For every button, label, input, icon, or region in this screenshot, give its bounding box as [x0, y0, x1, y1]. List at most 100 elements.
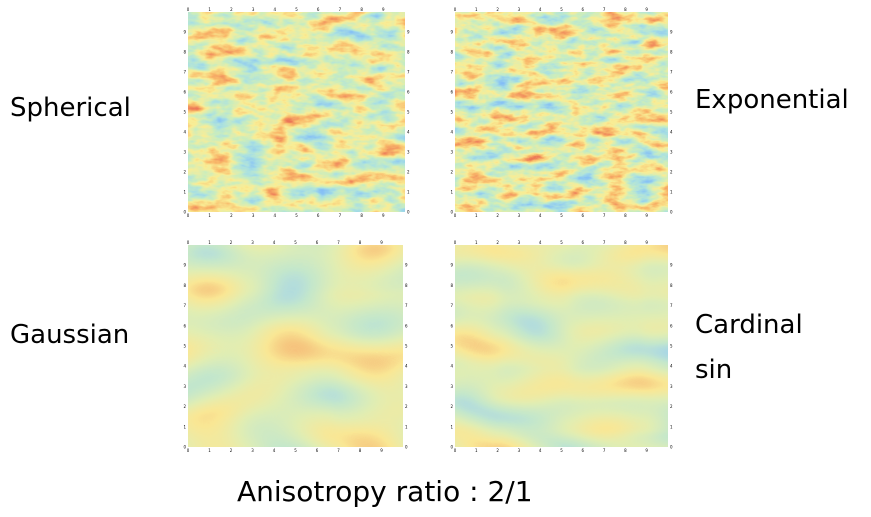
- label: Exponential: [695, 85, 849, 115]
- y-tick-label: 1: [670, 424, 673, 429]
- y-tick-label: 2: [670, 170, 673, 175]
- x-tick-label: 3: [251, 240, 254, 245]
- y-tick-label: 9: [670, 263, 673, 268]
- x-tick-label: 1: [475, 448, 478, 453]
- y-tick-label: 8: [407, 50, 410, 55]
- x-tick-label: 8: [359, 240, 362, 245]
- heatmap: [187, 11, 406, 213]
- label: Cardinal: [695, 310, 803, 340]
- y-tick-label: 5: [183, 344, 186, 349]
- y-tick-label: 1: [405, 424, 408, 429]
- x-tick-label: 9: [645, 240, 648, 245]
- y-tick-label: 2: [405, 404, 408, 409]
- y-tick-label: 1: [450, 190, 453, 195]
- x-tick-label: 9: [380, 448, 383, 453]
- y-tick-label: 6: [670, 323, 673, 328]
- maps: 0 0 0 0 1 1 1 1 2 2 2 2 3 3 3 3 4 4 4 4 5 5 5 5 6 6 6 6 7 7 7 7 8 8 8 8 9 9 9 9…: [183, 7, 673, 453]
- y-tick-label: 2: [407, 170, 410, 175]
- x-tick-label: 1: [475, 213, 478, 218]
- y-tick-label: 6: [407, 90, 410, 95]
- x-tick-label: 8: [360, 7, 363, 12]
- y-tick-label: 3: [405, 384, 408, 389]
- y-tick-label: 5: [407, 110, 410, 115]
- y-tick-label: 5: [670, 110, 673, 115]
- x-tick-label: 3: [518, 7, 521, 12]
- y-tick-label: 7: [183, 70, 186, 75]
- x-tick-label: 2: [496, 7, 499, 12]
- y-tick-label: 4: [670, 130, 673, 135]
- x-tick-label: 5: [295, 213, 298, 218]
- x-tick-label: 3: [518, 240, 521, 245]
- label: sin: [695, 355, 733, 385]
- x-tick-label: 4: [539, 448, 542, 453]
- y-tick-label: 3: [670, 384, 673, 389]
- x-tick-label: 2: [496, 240, 499, 245]
- x-tick-label: 6: [582, 7, 585, 12]
- x-tick-label: 3: [252, 213, 255, 218]
- y-tick-label: 3: [183, 150, 186, 155]
- x-tick-label: 7: [339, 7, 342, 12]
- label: Spherical: [10, 93, 131, 123]
- y-tick-label: 5: [450, 344, 453, 349]
- y-tick-label: 7: [450, 70, 453, 75]
- x-tick-label: 5: [560, 213, 563, 218]
- x-tick-label: 3: [518, 448, 521, 453]
- y-tick-label: 2: [183, 404, 186, 409]
- label: Gaussian: [10, 320, 130, 350]
- y-tick-label: 9: [450, 263, 453, 268]
- x-tick-label: 4: [274, 7, 277, 12]
- x-tick-label: 6: [317, 213, 320, 218]
- x-tick-label: 3: [251, 448, 254, 453]
- y-tick-label: 0: [450, 445, 453, 450]
- x-tick-label: 0: [454, 213, 457, 218]
- y-tick-label: 0: [405, 445, 408, 450]
- x-tick-label: 4: [539, 7, 542, 12]
- x-tick-label: 0: [187, 213, 190, 218]
- y-tick-label: 8: [183, 50, 186, 55]
- x-tick-label: 6: [316, 448, 319, 453]
- y-tick-label: 6: [450, 90, 453, 95]
- y-tick-label: 5: [450, 110, 453, 115]
- x-tick-label: 5: [295, 7, 298, 12]
- x-tick-label: 4: [273, 448, 276, 453]
- x-tick-label: 5: [294, 448, 297, 453]
- y-tick-label: 7: [450, 303, 453, 308]
- x-tick-label: 0: [187, 240, 190, 245]
- x-tick-label: 5: [560, 448, 563, 453]
- y-tick-label: 1: [183, 424, 186, 429]
- y-tick-label: 5: [670, 344, 673, 349]
- y-tick-label: 4: [450, 364, 453, 369]
- y-tick-label: 7: [670, 303, 673, 308]
- x-tick-label: 9: [382, 7, 385, 12]
- y-tick-label: 4: [183, 130, 186, 135]
- y-tick-label: 1: [450, 424, 453, 429]
- y-tick-label: 9: [405, 263, 408, 268]
- x-tick-label: 7: [339, 213, 342, 218]
- x-tick-label: 8: [624, 240, 627, 245]
- x-tick-label: 0: [187, 7, 190, 12]
- x-tick-label: 6: [317, 7, 320, 12]
- x-tick-label: 6: [582, 240, 585, 245]
- y-tick-label: 4: [183, 364, 186, 369]
- x-tick-label: 1: [208, 448, 211, 453]
- x-tick-label: 1: [475, 7, 478, 12]
- y-tick-label: 7: [405, 303, 408, 308]
- x-tick-label: 6: [316, 240, 319, 245]
- x-tick-label: 8: [624, 448, 627, 453]
- y-tick-label: 0: [183, 445, 186, 450]
- x-tick-label: 8: [360, 213, 363, 218]
- y-tick-label: 3: [670, 150, 673, 155]
- y-tick-label: 2: [450, 170, 453, 175]
- y-tick-label: 4: [407, 130, 410, 135]
- y-tick-label: 9: [670, 30, 673, 35]
- y-tick-label: 1: [407, 190, 410, 195]
- x-tick-label: 4: [273, 240, 276, 245]
- x-tick-label: 9: [645, 448, 648, 453]
- x-tick-label: 6: [582, 448, 585, 453]
- x-tick-label: 9: [382, 213, 385, 218]
- x-tick-label: 4: [274, 213, 277, 218]
- x-tick-label: 9: [380, 240, 383, 245]
- y-tick-label: 0: [670, 445, 673, 450]
- y-tick-label: 8: [670, 50, 673, 55]
